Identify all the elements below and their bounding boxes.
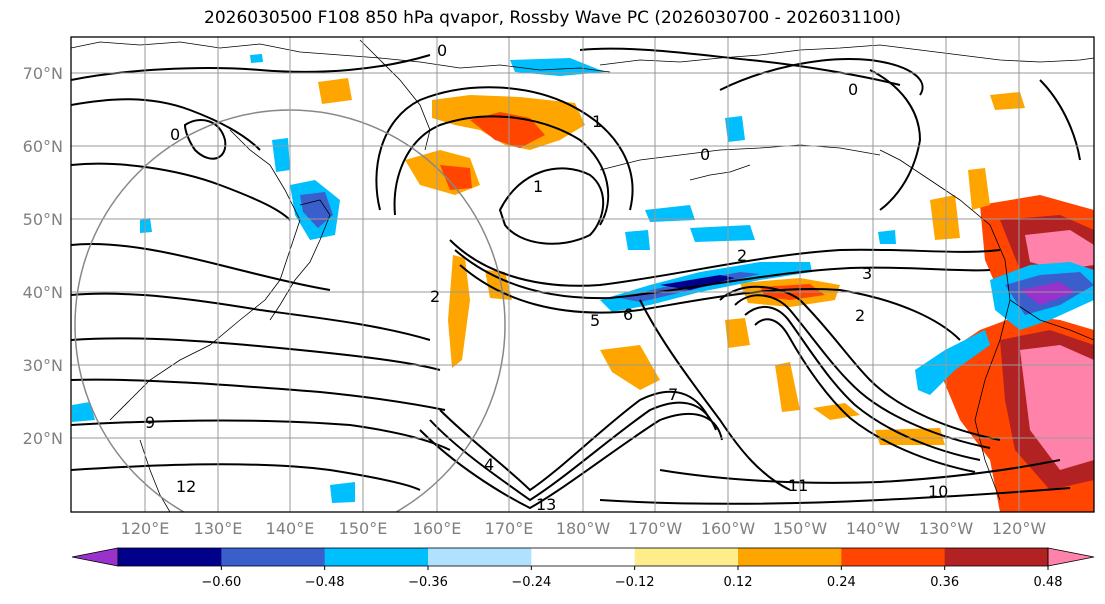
colorbar-tick-label: 0.36 bbox=[930, 575, 959, 590]
contour-label: 9 bbox=[145, 413, 155, 432]
latitude-label: 70°N bbox=[23, 64, 63, 83]
longitude-label: 130°W bbox=[919, 519, 974, 538]
longitude-label: 160°E bbox=[413, 519, 462, 538]
latitude-label: 50°N bbox=[23, 210, 63, 229]
contour-label: 11 bbox=[788, 476, 808, 495]
contour-label: 2 bbox=[855, 306, 865, 325]
longitude-label: 160°W bbox=[701, 519, 756, 538]
colorbar-tick-label: 0.48 bbox=[1034, 575, 1063, 590]
latitude-label: 20°N bbox=[23, 429, 63, 448]
colorbar-segment bbox=[634, 548, 739, 566]
contour-label: 7 bbox=[668, 385, 678, 404]
latitude-label: 30°N bbox=[23, 356, 63, 375]
contour-label: 2 bbox=[737, 246, 747, 265]
longitude-label: 170°W bbox=[628, 519, 683, 538]
contour-label: 1 bbox=[533, 177, 543, 196]
colorbar-extend-low bbox=[71, 547, 119, 567]
map-panel: 0 0 0 0 1 1 2 2 2 3 4 5 6 7 9 10 11 12 1… bbox=[70, 36, 1095, 514]
longitude-label: 150°W bbox=[773, 519, 828, 538]
colorbar-ticks: −0.60 −0.48 −0.36 −0.24 −0.12 0.12 0.24 0.36 0.4… bbox=[201, 566, 1063, 590]
longitude-label: 130°E bbox=[194, 519, 243, 538]
contour-labels: 0 0 0 0 1 1 2 2 2 3 4 5 6 7 9 10 11 12 1… bbox=[145, 41, 948, 514]
contour-label: 0 bbox=[700, 145, 710, 164]
longitude-label: 120°W bbox=[992, 519, 1047, 538]
positive-anomaly-shading bbox=[318, 78, 1094, 512]
longitude-axis: 120°E 130°E 140°E 150°E 160°E 170°E 180°… bbox=[121, 519, 1047, 538]
colorbar-tick-label: 0.12 bbox=[724, 575, 753, 590]
colorbar-segment bbox=[221, 548, 326, 566]
colorbar-segment bbox=[428, 548, 532, 566]
contour-label: 0 bbox=[848, 80, 858, 99]
colorbar-tick-label: −0.24 bbox=[511, 575, 551, 590]
colorbar-tick-label: 0.24 bbox=[827, 575, 856, 590]
contour-label: 10 bbox=[928, 482, 948, 501]
latitude-label: 40°N bbox=[23, 283, 63, 302]
contour-label: 0 bbox=[170, 125, 180, 144]
contour-label: 2 bbox=[430, 287, 440, 306]
contour-label: 12 bbox=[176, 477, 196, 496]
longitude-label: 170°E bbox=[485, 519, 534, 538]
contour-label: 5 bbox=[590, 311, 600, 330]
colorbar-tick-label: −0.60 bbox=[201, 575, 241, 590]
contour-label: 0 bbox=[437, 41, 447, 60]
latitude-axis: 70°N 60°N 50°N 40°N 30°N 20°N bbox=[23, 64, 63, 448]
latitude-label: 60°N bbox=[23, 137, 63, 156]
contour-label: 1 bbox=[592, 112, 602, 131]
colorbar-segment bbox=[738, 548, 842, 566]
colorbar-segment bbox=[841, 548, 946, 566]
longitude-label: 140°W bbox=[846, 519, 901, 538]
contour-label: 13 bbox=[536, 495, 556, 514]
longitude-label: 150°E bbox=[339, 519, 388, 538]
colorbar-tick-label: −0.36 bbox=[408, 575, 448, 590]
longitude-label: 140°E bbox=[266, 519, 315, 538]
colorbar-tick-label: −0.12 bbox=[615, 575, 655, 590]
negative-anomaly-shading bbox=[72, 54, 1094, 503]
contour-label: 4 bbox=[484, 455, 494, 474]
colorbar-segments bbox=[71, 547, 1095, 567]
colorbar-segment bbox=[531, 548, 636, 566]
colorbar-tick-label: −0.48 bbox=[305, 575, 345, 590]
map-frame bbox=[70, 36, 1095, 513]
gridlines bbox=[71, 37, 1094, 512]
colorbar-frame bbox=[117, 547, 1049, 567]
colorbar-segment bbox=[944, 548, 1049, 566]
longitude-label: 180°W bbox=[556, 519, 611, 538]
contour-label: 3 bbox=[862, 264, 872, 283]
colorbar: −0.60 −0.48 −0.36 −0.24 −0.12 0.12 0.24 0.36 0.4… bbox=[71, 547, 1095, 590]
colorbar-segment bbox=[118, 548, 222, 566]
colorbar-extend-high bbox=[1047, 547, 1095, 567]
contour-label: 6 bbox=[623, 305, 633, 324]
longitude-label: 120°E bbox=[121, 519, 170, 538]
coastlines bbox=[71, 39, 1094, 512]
map-title: 2026030500 F108 850 hPa qvapor, Rossby W… bbox=[204, 8, 901, 28]
colorbar-segment bbox=[324, 548, 429, 566]
